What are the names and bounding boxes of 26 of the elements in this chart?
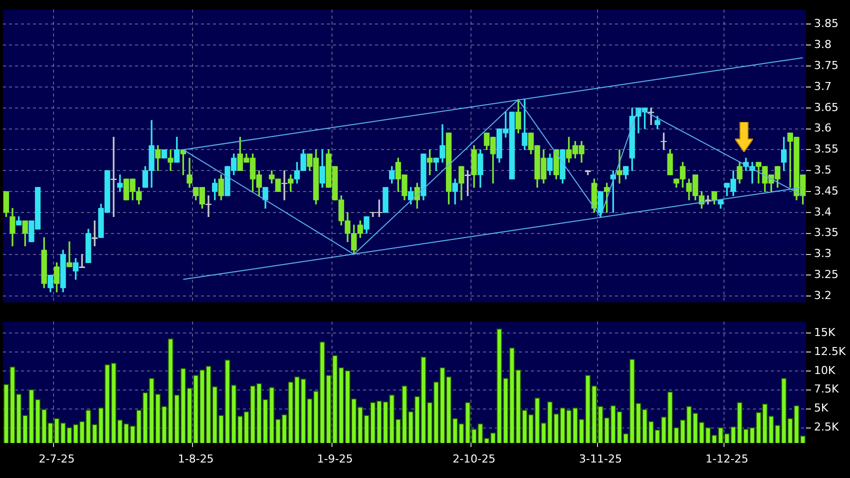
x-tick-label: 1-8-25 (178, 452, 214, 466)
y-tick-label: 3.4 (814, 205, 832, 218)
y-tick-label: 3.8 (814, 38, 832, 52)
y-tick-label: 2.5K (814, 420, 840, 434)
y-tick-label: 3.45 (814, 184, 838, 198)
x-tick-label: 1-12-25 (705, 452, 748, 466)
x-tick-label: 2-10-25 (452, 452, 496, 466)
y-tick-label: 5K (814, 402, 829, 415)
y-tick-label: 3.25 (814, 268, 838, 282)
y-tick-label: 3.85 (814, 17, 838, 30)
y-tick-label: 10K (814, 364, 836, 377)
y-tick-label: 7.5K (814, 382, 840, 396)
x-tick-label: 3-11-25 (579, 452, 622, 466)
y-tick-label: 3.6 (814, 122, 832, 135)
y-tick-label: 3.3 (814, 247, 832, 260)
y-tick-label: 3.2 (814, 288, 832, 302)
x-tick-label: 2-7-25 (38, 452, 75, 466)
y-tick-label: 3.7 (814, 80, 832, 93)
y-tick-label: 3.35 (814, 226, 838, 240)
y-tick-label: 3.75 (814, 58, 838, 72)
x-tick-label: 1-9-25 (316, 452, 353, 466)
y-tick-label: 3.5 (814, 164, 832, 176)
y-tick-label: 3.65 (814, 100, 838, 114)
y-tick-label: 3.55 (814, 142, 838, 156)
y-tick-label: 15K (814, 326, 836, 339)
y-tick-label: 12.5K (814, 344, 846, 358)
